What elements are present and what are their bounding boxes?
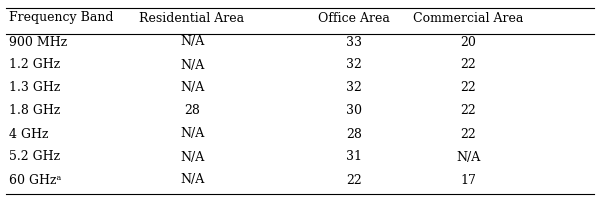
Text: N/A: N/A [180, 81, 204, 94]
Text: 20: 20 [460, 36, 476, 48]
Text: 5.2 GHz: 5.2 GHz [9, 151, 60, 164]
Text: 22: 22 [460, 81, 476, 94]
Text: 4 GHz: 4 GHz [9, 128, 49, 140]
Text: N/A: N/A [180, 58, 204, 72]
Text: Office Area: Office Area [318, 11, 390, 24]
Text: N/A: N/A [456, 151, 480, 164]
Text: 22: 22 [460, 128, 476, 140]
Text: 1.2 GHz: 1.2 GHz [9, 58, 60, 72]
Text: N/A: N/A [180, 174, 204, 186]
Text: 30: 30 [346, 104, 362, 117]
Text: Frequency Band: Frequency Band [9, 11, 113, 24]
Text: 31: 31 [346, 151, 362, 164]
Text: 1.3 GHz: 1.3 GHz [9, 81, 61, 94]
Text: N/A: N/A [180, 36, 204, 48]
Text: 22: 22 [460, 58, 476, 72]
Text: 60 GHzᵃ: 60 GHzᵃ [9, 174, 61, 186]
Text: N/A: N/A [180, 128, 204, 140]
Text: 1.8 GHz: 1.8 GHz [9, 104, 61, 117]
Text: 28: 28 [346, 128, 362, 140]
Text: N/A: N/A [180, 151, 204, 164]
Text: 33: 33 [346, 36, 362, 48]
Text: Commercial Area: Commercial Area [413, 11, 523, 24]
Text: 32: 32 [346, 81, 362, 94]
Text: 17: 17 [460, 174, 476, 186]
Text: 22: 22 [346, 174, 362, 186]
Text: 32: 32 [346, 58, 362, 72]
Text: 28: 28 [184, 104, 200, 117]
Text: 22: 22 [460, 104, 476, 117]
Text: Residential Area: Residential Area [139, 11, 245, 24]
Text: 900 MHz: 900 MHz [9, 36, 67, 48]
